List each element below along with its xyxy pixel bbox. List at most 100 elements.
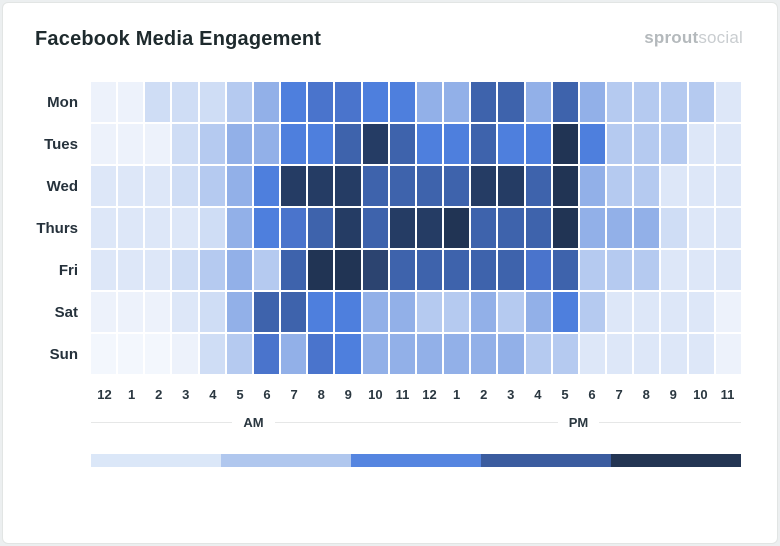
heatmap-cell <box>688 292 714 332</box>
heatmap-cell <box>362 208 388 248</box>
heatmap-cell <box>552 250 578 290</box>
hour-tick: 12 <box>422 387 437 402</box>
heatmap-cell <box>661 166 687 206</box>
heatmap-cell <box>145 82 171 122</box>
heatmap-cell <box>118 250 144 290</box>
heatmap-cell <box>444 124 470 164</box>
hour-tick: 4 <box>534 387 542 402</box>
heatmap-cell <box>688 208 714 248</box>
heatmap-cell <box>253 82 280 122</box>
hour-tick: 7 <box>290 387 298 402</box>
legend-swatch <box>611 454 741 467</box>
heatmap-row: Tues <box>3 124 777 164</box>
heatmap-cell <box>226 124 252 164</box>
heatmap-row: Thurs <box>3 208 777 248</box>
period-line <box>416 422 558 423</box>
heatmap-cell <box>715 166 741 206</box>
heatmap-cell <box>226 166 252 206</box>
logo-sprout: sprout <box>644 28 699 47</box>
heatmap-cell <box>335 292 361 332</box>
heatmap-cell <box>498 208 524 248</box>
x-axis: 12 1 2 3 4 5 6 7 8 9 10 11 12 1 2 3 4 5 6 7 8 9 10 11 <box>3 381 777 402</box>
heatmap-row: Fri <box>3 250 777 290</box>
logo-social: social <box>698 28 743 47</box>
heatmap-cell <box>552 208 578 248</box>
heatmap-cell <box>199 82 225 122</box>
heatmap-cell <box>308 82 334 122</box>
period-line <box>274 422 416 423</box>
heatmap-cell <box>199 166 225 206</box>
heatmap-cell <box>118 166 144 206</box>
heatmap-cell <box>525 124 551 164</box>
heatmap-cell <box>172 292 198 332</box>
heatmap-cell <box>471 82 497 122</box>
heatmap-cell <box>471 208 497 248</box>
heatmap-row: Sun <box>3 334 777 374</box>
heatmap-cell <box>634 250 660 290</box>
hour-tick: 11 <box>720 387 735 402</box>
heatmap-cell <box>199 208 225 248</box>
heatmap-cell <box>579 208 606 248</box>
heatmap-cells <box>91 166 741 206</box>
heatmap-cell <box>118 124 144 164</box>
heatmap-cell <box>389 292 415 332</box>
heatmap-cells <box>91 250 741 290</box>
hour-tick: 5 <box>236 387 244 402</box>
heatmap-cell <box>308 250 334 290</box>
hour-tick: 1 <box>128 387 136 402</box>
heatmap-cell <box>145 250 171 290</box>
heatmap-cell <box>145 292 171 332</box>
heatmap-cell <box>91 208 117 248</box>
heatmap-cell <box>715 124 741 164</box>
heatmap-cell <box>308 166 334 206</box>
heatmap-cells <box>91 124 741 164</box>
heatmap-cell <box>688 334 714 374</box>
heatmap-cell <box>688 166 714 206</box>
heatmap-cell <box>715 250 741 290</box>
period-group: PM <box>416 415 741 430</box>
heatmap-cell <box>634 334 660 374</box>
heatmap-cells <box>91 208 741 248</box>
hour-tick: 1 <box>453 387 461 402</box>
day-label: Sat <box>54 303 78 321</box>
heatmap-cell <box>253 124 280 164</box>
period-line <box>91 422 233 423</box>
heatmap-cell <box>444 208 470 248</box>
heatmap-cell <box>416 208 443 248</box>
heatmap-cell <box>335 166 361 206</box>
heatmap-cell <box>416 166 443 206</box>
day-label: Tues <box>44 135 78 153</box>
heatmap-cell <box>281 292 307 332</box>
heatmap-cell <box>281 166 307 206</box>
hour-tick: 9 <box>344 387 352 402</box>
sproutsocial-logo: sproutsocial <box>644 28 743 48</box>
heatmap-cell <box>308 292 334 332</box>
heatmap-cell <box>525 208 551 248</box>
hour-tick: 4 <box>209 387 217 402</box>
heatmap-cell <box>579 250 606 290</box>
heatmap-cell <box>525 166 551 206</box>
heatmap-cell <box>525 250 551 290</box>
heatmap-cell <box>389 166 415 206</box>
hour-tick: 11 <box>395 387 410 402</box>
heatmap-cell <box>335 250 361 290</box>
heatmap-cell <box>281 334 307 374</box>
heatmap-cell <box>199 124 225 164</box>
heatmap-cell <box>416 292 443 332</box>
heatmap-cell <box>552 124 578 164</box>
heatmap-cell <box>335 334 361 374</box>
legend-spacer <box>3 454 91 467</box>
heatmap-cell <box>199 250 225 290</box>
heatmap-cells <box>91 82 741 122</box>
heatmap-cell <box>335 82 361 122</box>
heatmap-cell <box>172 124 198 164</box>
heatmap-cell <box>91 166 117 206</box>
heatmap-cell <box>118 82 144 122</box>
heatmap-cell <box>416 334 443 374</box>
heatmap-cell <box>172 334 198 374</box>
heatmap-cell <box>335 208 361 248</box>
heatmap-cell <box>607 250 633 290</box>
heatmap-cell <box>145 166 171 206</box>
hour-tick: 5 <box>561 387 569 402</box>
heatmap-cell <box>118 334 144 374</box>
